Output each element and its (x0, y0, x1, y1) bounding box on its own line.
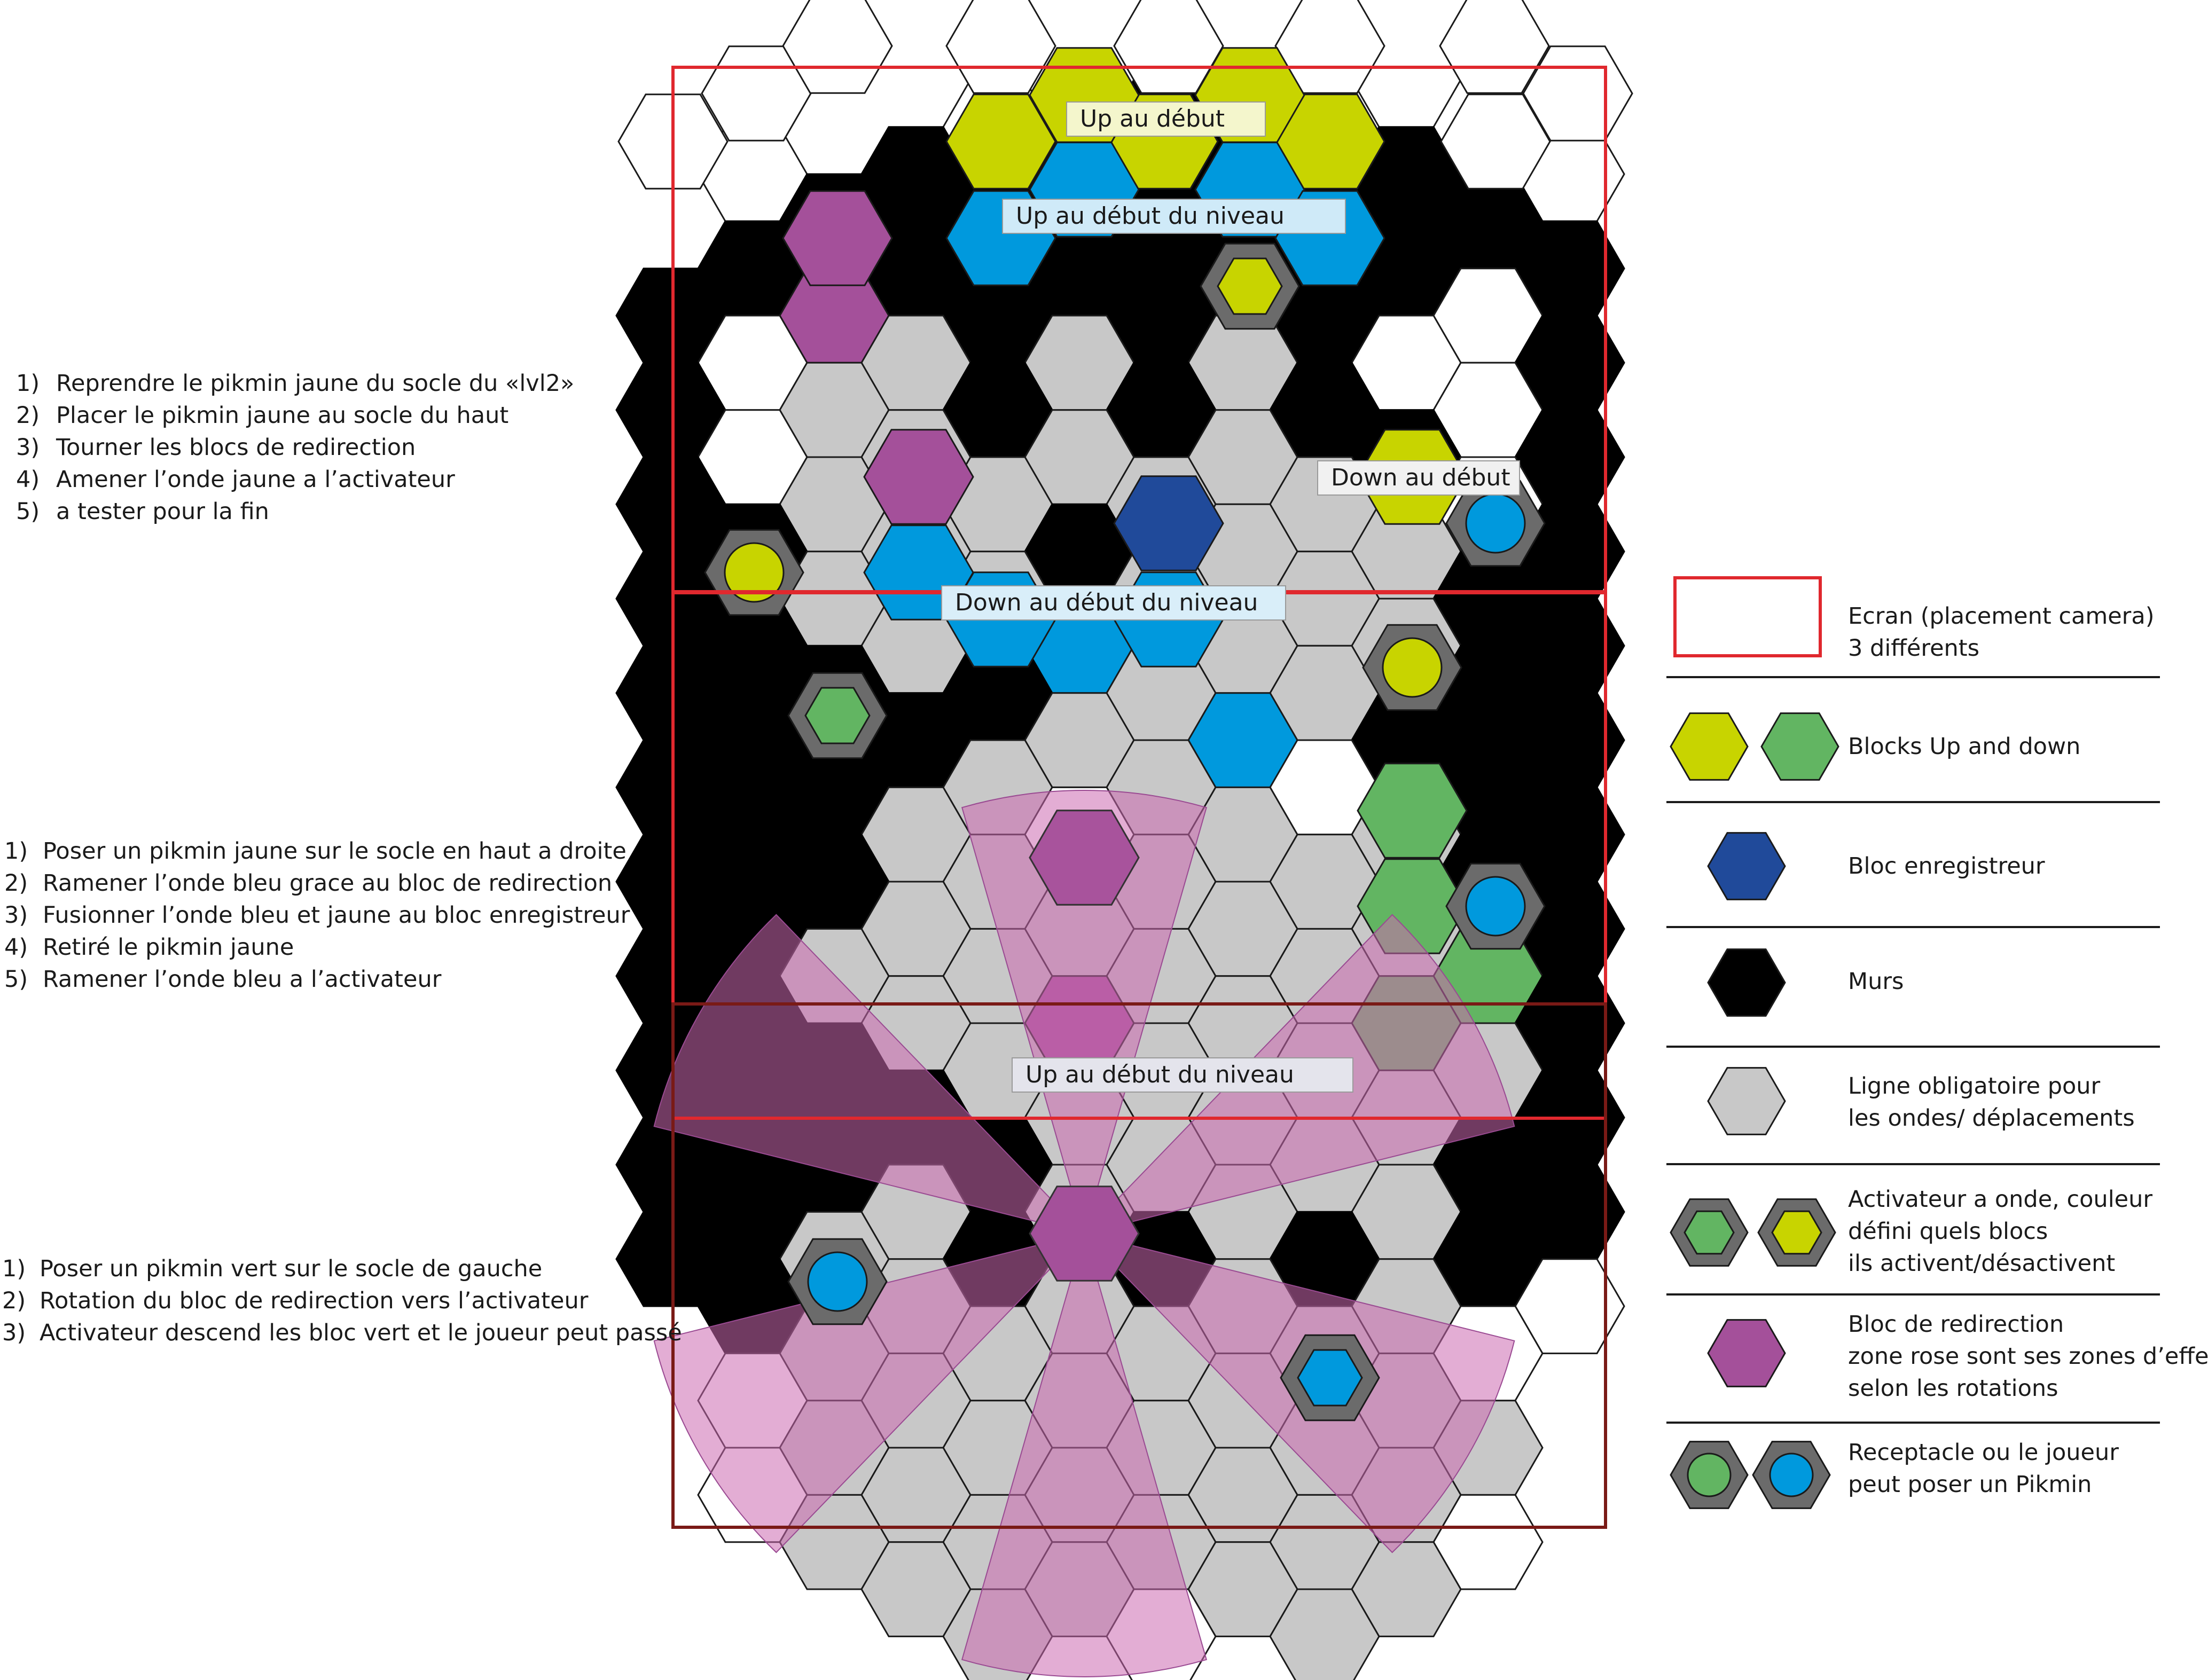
pikmin-receptacle (1445, 862, 1546, 950)
instructions-screen-1: 1) Reprendre le pikmin jaune du socle du … (0, 367, 574, 528)
hex-tile (1357, 763, 1468, 859)
legend-screen-icon (1673, 576, 1822, 657)
wave-activator (787, 672, 888, 759)
pikmin-receptacle (787, 1238, 888, 1325)
legend-bloc-redirection-label: Bloc de redirection zone rose sont ses zo… (1848, 1311, 2208, 1402)
step: 5) a tester pour la fin (16, 498, 269, 525)
legend-receptacle-label: Receptacle ou le joueur peut poser un Pi… (1848, 1439, 2119, 1498)
step: 4) Amener l’onde jaune a l’activateur (16, 466, 455, 493)
sockets-and-activators (704, 242, 1546, 1422)
step: 2) Rotation du bloc de redirection vers l… (2, 1288, 589, 1314)
legend-ligne-obligatoire-label: Ligne obligatoire pour les ondes/ déplace… (1848, 1073, 2135, 1132)
legend-screen-label: Ecran (placement camera) 3 différents (1848, 603, 2155, 662)
step: 2) Placer le pikmin jaune au socle du hau… (16, 402, 509, 429)
hex-tile (945, 0, 1056, 94)
camera-screen-3 (671, 1002, 1607, 1529)
pikmin-receptacle (1362, 624, 1462, 711)
legend-receptacle-blue-icon (1752, 1441, 1831, 1509)
legend-activateur-label: Activateur a onde, couleur défini quels b… (1848, 1186, 2153, 1277)
hex-tile (1113, 475, 1224, 571)
legend-blocks-up-down-label: Blocks Up and down (1848, 733, 2081, 760)
hex-tile (1274, 0, 1385, 94)
hex-tile (945, 93, 1056, 190)
step: 1) Poser un pikmin jaune sur le socle en … (4, 838, 627, 865)
legend-up-block-icon (1670, 712, 1749, 781)
redirection-zone (653, 1232, 1086, 1553)
instructions-screen-2: 1) Poser un pikmin jaune sur le socle en … (0, 835, 630, 995)
step: 1) Reprendre le pikmin jaune du socle du … (16, 370, 575, 397)
hex-tile (782, 190, 893, 286)
step: 1) Poser un pikmin vert sur le socle de g… (2, 1255, 543, 1282)
tag-down-au-debut: Down au début (1317, 460, 1520, 496)
tag-up-au-debut-du-niveau-bottom: Up au début du niveau (1012, 1057, 1353, 1093)
redirection-block (1029, 810, 1140, 906)
step: 5) Ramener l’onde bleu a l’activateur (4, 966, 442, 993)
legend-bloc-enregistreur-label: Bloc enregistreur (1848, 853, 2045, 880)
legend-activator-green-icon (1670, 1198, 1749, 1267)
tag-up-au-debut: Up au début (1066, 101, 1266, 137)
redirection-zone (961, 1231, 1208, 1677)
instructions-screen-3: 1) Poser un pikmin vert sur le socle de g… (0, 1253, 682, 1349)
hex-tile (1269, 1588, 1380, 1680)
pikmin-receptacle (1445, 480, 1546, 567)
redirection-block (1029, 1186, 1140, 1282)
redirection-zone (653, 914, 1086, 1235)
tag-up-au-debut-du-niveau-top: Up au début du niveau (1002, 199, 1346, 234)
hex-tile (1440, 93, 1551, 190)
hex-tile (1439, 0, 1550, 94)
step: 2) Ramener l’onde bleu grace au bloc de r… (4, 870, 613, 897)
step: 4) Retiré le pikmin jaune (4, 934, 294, 961)
step: 3) Fusionner l’onde bleu et jaune au bloc… (4, 902, 630, 929)
legend-recorder-icon (1707, 832, 1786, 900)
redirection-zone (961, 790, 1208, 1236)
legend-wall-icon (1707, 948, 1786, 1017)
wave-activator (1200, 242, 1300, 330)
legend-path-icon (1707, 1067, 1786, 1135)
legend-redirection-icon (1707, 1319, 1786, 1387)
legend-receptacle-green-icon (1670, 1441, 1749, 1509)
wave-activator (1280, 1334, 1380, 1422)
legend-down-block-icon (1760, 712, 1839, 781)
step: 3) Tourner les blocs de redirection (16, 434, 416, 461)
legend-murs-label: Murs (1848, 968, 1904, 995)
step: 3) Activateur descend les bloc vert et le… (2, 1320, 682, 1346)
hex-tile (782, 0, 893, 94)
legend-activator-yellow-icon (1757, 1198, 1836, 1267)
legend-icons (1666, 576, 2160, 1509)
tag-down-au-debut-du-niveau: Down au début du niveau (941, 585, 1286, 621)
hex-tile (863, 429, 974, 525)
